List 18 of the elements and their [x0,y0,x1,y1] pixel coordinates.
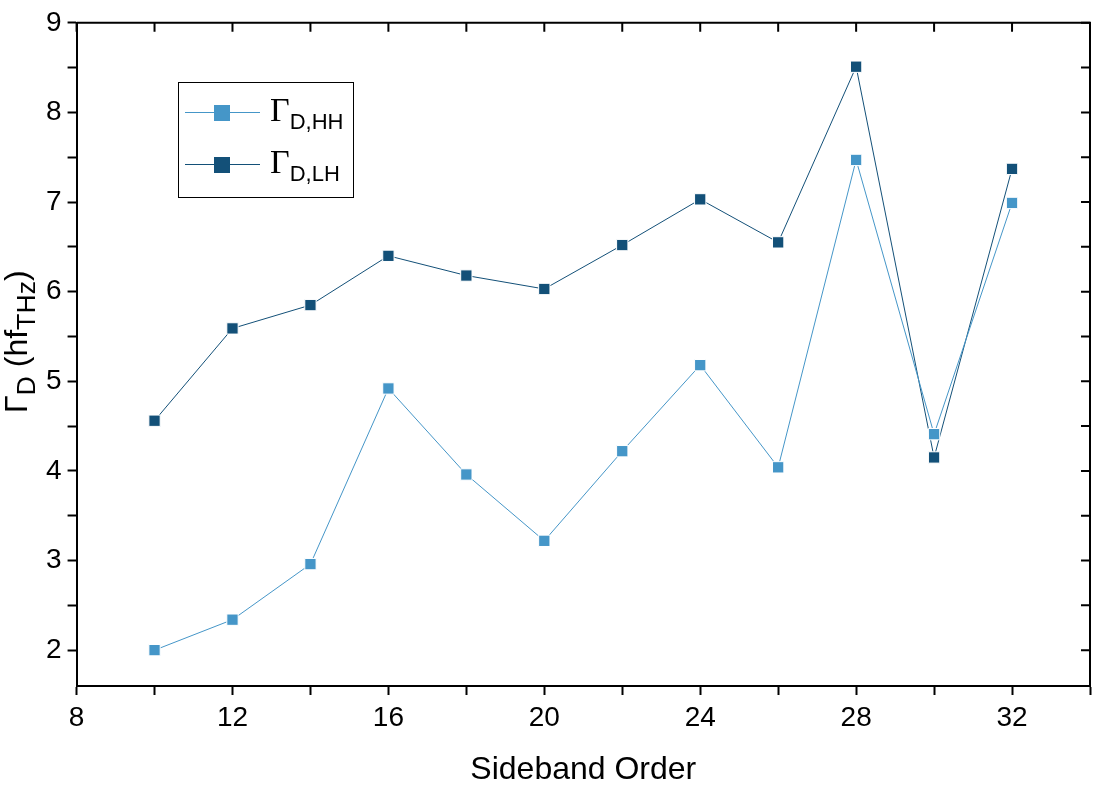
y-tick-label: 5 [45,364,62,396]
legend-label: Γ$_{D,HH}$ [270,91,344,135]
x-tick-label: 28 [840,700,872,732]
y-tick-label: 9 [45,5,62,37]
y-tick-label: 2 [45,632,62,664]
y-tick-label: 7 [45,184,62,216]
x-tick-label: 24 [684,700,716,732]
y-tick-label: 3 [45,543,62,575]
x-tick-label: 16 [372,700,404,732]
y-tick-label: 8 [45,95,62,127]
x-axis-title: Sideband Order [470,749,697,786]
x-tick-label: 12 [216,700,249,732]
x-tick-label: 8 [68,700,85,732]
y-tick-label: 6 [45,274,62,306]
legend-label: Γ$_{D,LH}$ [270,143,340,187]
x-tick-label: 32 [996,700,1028,732]
y-tick-label: 4 [45,453,62,485]
x-tick-label: 20 [528,700,560,732]
